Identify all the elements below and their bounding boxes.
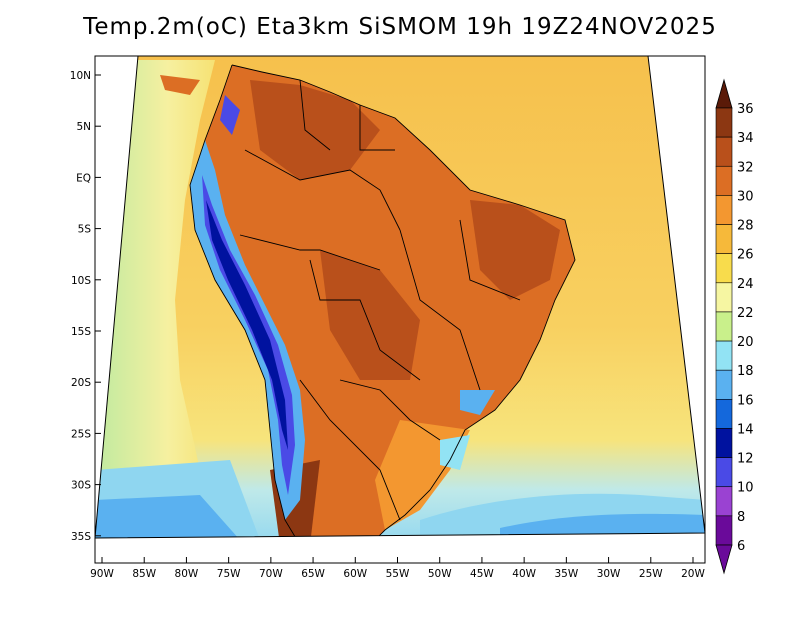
lon-tick-label: 55W: [386, 568, 410, 580]
colorbar-label: 12: [737, 452, 754, 467]
lon-tick-label: 90W: [90, 568, 114, 580]
colorbar-label: 34: [737, 131, 754, 146]
lat-tick-label: 15S: [71, 326, 91, 338]
lat-tick-label: 25S: [71, 428, 91, 440]
colorbar-label: 36: [737, 102, 754, 117]
colorbar-label: 32: [737, 160, 754, 175]
colorbar-bottom-arrow: [715, 544, 733, 575]
colorbar-label: 8: [737, 510, 745, 525]
colorbar-swatch: [715, 136, 733, 167]
lon-tick-label: 30W: [597, 568, 621, 580]
lat-tick-label: 30S: [71, 480, 91, 492]
lon-tick-label: 25W: [639, 568, 663, 580]
land-cool-southeast: [460, 390, 495, 415]
colorbar-swatch: [715, 340, 733, 371]
lon-tick-label: 45W: [470, 568, 494, 580]
lat-tick-label: 20S: [71, 377, 91, 389]
lon-tick-label: 40W: [512, 568, 536, 580]
colorbar-label: 16: [737, 393, 754, 408]
colorbar-label: 26: [737, 248, 754, 263]
lon-tick-label: 20W: [681, 568, 705, 580]
lon-tick-label: 60W: [343, 568, 367, 580]
andes-coldest-band: [206, 200, 288, 450]
land-cool-south: [440, 435, 470, 470]
central-america-land: [160, 75, 200, 95]
colorbar-label: 24: [737, 277, 754, 292]
colorbar-swatch: [715, 515, 733, 546]
colorbar-label: 20: [737, 335, 754, 350]
colorbar-label: 10: [737, 481, 754, 496]
longitude-axis: 90W 85W 80W 75W 70W 65W 60W 55W 50W 45W 40W 35W 30W 2…: [90, 557, 705, 580]
lon-tick-label: 65W: [301, 568, 325, 580]
map-title: Temp.2m(oC) Eta3km SiSMOM 19h 19Z24NOV20…: [83, 14, 717, 40]
lat-tick-label: 10N: [70, 70, 91, 82]
colorbar-swatch: [715, 282, 733, 313]
lon-tick-label: 80W: [175, 568, 199, 580]
land-hot-center: [320, 250, 420, 380]
lon-tick-label: 75W: [217, 568, 241, 580]
pacific-colder-field: [95, 495, 240, 538]
colorbar-swatch: [715, 311, 733, 342]
andes-north-colder: [220, 95, 240, 135]
land-hot-northeast: [470, 200, 560, 300]
lat-tick-label: 5N: [76, 121, 91, 133]
colorbar-swatch: [715, 165, 733, 196]
map-domain: [95, 56, 705, 538]
colorbar-swatch: [715, 224, 733, 254]
lat-tick-label: 10S: [71, 275, 91, 287]
latitude-axis: 10N 5N EQ 5S 10S 15S 20S 25S 30S 35S: [70, 70, 101, 543]
lon-tick-label: 35W: [554, 568, 578, 580]
lon-tick-label: 50W: [428, 568, 452, 580]
colorbar-swatch: [715, 253, 733, 284]
colorbar-top-arrow: [715, 78, 733, 109]
colorbar-swatch: [715, 107, 733, 138]
colorbar-label: 22: [737, 306, 754, 321]
colorbar-swatch: [715, 369, 733, 400]
lat-tick-label: EQ: [76, 172, 91, 184]
colorbar-label: 6: [737, 539, 745, 554]
lat-tick-label: 5S: [78, 224, 92, 236]
colorbar-swatch: [715, 486, 733, 517]
colorbar-label: 28: [737, 219, 754, 234]
country-borders: [189, 64, 576, 538]
colorbar-swatch: [715, 195, 733, 225]
colorbar-swatch: [715, 399, 733, 429]
land-hot-north: [250, 80, 380, 180]
colorbar-label: 18: [737, 364, 754, 379]
lat-tick-label: 35S: [71, 531, 91, 543]
lon-tick-label: 70W: [259, 568, 283, 580]
colorbar-label: 30: [737, 189, 754, 204]
colorbar-label: 14: [737, 422, 754, 437]
colorbar: 36 34 32 30 28 26 24 22 20 18 16 14 12 10 8 6: [715, 78, 754, 575]
pacific-field: [95, 60, 240, 538]
axes-frame: [94, 55, 706, 564]
colorbar-swatch: [715, 428, 733, 458]
colorbar-swatch: [715, 457, 733, 488]
lon-tick-label: 85W: [132, 568, 156, 580]
